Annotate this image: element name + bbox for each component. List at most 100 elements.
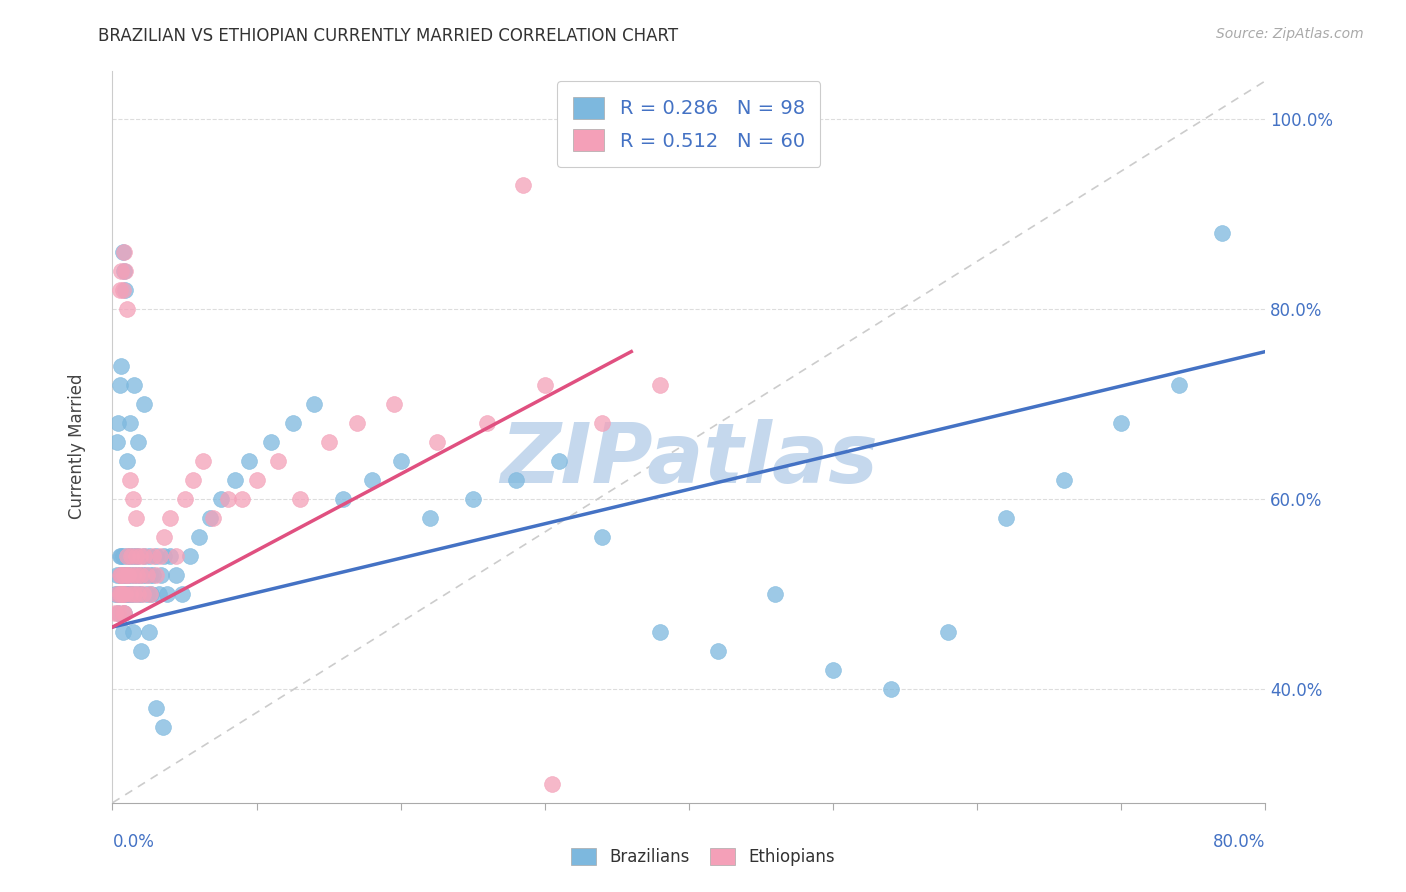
Point [149, 549, 172, 563]
Point [127, 587, 149, 601]
Point [707, 644, 730, 658]
Point [426, 434, 449, 449]
Point [108, 567, 131, 582]
Point [145, 567, 167, 582]
Point [145, 701, 167, 715]
Point [108, 587, 131, 601]
Point [129, 587, 153, 601]
Point [129, 567, 153, 582]
Point [193, 454, 215, 468]
Point [124, 511, 146, 525]
Point [111, 567, 134, 582]
Point [118, 587, 141, 601]
Point [138, 624, 160, 639]
Point [936, 624, 959, 639]
Point [224, 473, 246, 487]
Point [246, 473, 269, 487]
Point [260, 434, 283, 449]
Point [118, 473, 141, 487]
Point [159, 549, 181, 563]
Point [112, 606, 135, 620]
Point [142, 549, 165, 563]
Point [138, 549, 160, 563]
Point [115, 549, 138, 563]
Point [153, 530, 176, 544]
Point [139, 567, 162, 582]
Point [115, 549, 138, 563]
Point [111, 244, 134, 259]
Point [360, 473, 382, 487]
Point [188, 530, 211, 544]
Point [1211, 226, 1233, 240]
Point [120, 567, 142, 582]
Point [332, 491, 354, 506]
Point [111, 606, 134, 620]
Point [650, 624, 672, 639]
Point [117, 567, 139, 582]
Point [110, 549, 132, 563]
Point [112, 244, 135, 259]
Point [156, 587, 179, 601]
Point [121, 491, 143, 506]
Point [111, 283, 134, 297]
Point [202, 511, 225, 525]
Point [217, 491, 239, 506]
Text: Currently Married: Currently Married [69, 373, 86, 519]
Point [132, 587, 155, 601]
Point [1111, 416, 1133, 430]
Point [346, 416, 368, 430]
Point [105, 587, 128, 601]
Point [115, 587, 138, 601]
Point [110, 587, 132, 601]
Point [288, 491, 311, 506]
Point [110, 567, 132, 582]
Point [112, 587, 135, 601]
Point [115, 301, 138, 316]
Point [592, 530, 614, 544]
Point [110, 264, 132, 278]
Point [120, 587, 142, 601]
Text: 80.0%: 80.0% [1213, 833, 1265, 851]
Point [112, 264, 135, 278]
Point [152, 720, 174, 734]
Point [170, 587, 193, 601]
Point [127, 434, 149, 449]
Point [1167, 377, 1189, 392]
Point [105, 434, 128, 449]
Point [209, 491, 232, 506]
Point [173, 491, 195, 506]
Text: BRAZILIAN VS ETHIOPIAN CURRENTLY MARRIED CORRELATION CHART: BRAZILIAN VS ETHIOPIAN CURRENTLY MARRIED… [98, 27, 679, 45]
Point [135, 567, 157, 582]
Point [111, 587, 134, 601]
Point [139, 587, 162, 601]
Point [541, 777, 564, 791]
Point [118, 416, 141, 430]
Point [238, 454, 260, 468]
Point [134, 397, 156, 411]
Point [304, 397, 326, 411]
Point [505, 473, 527, 487]
Point [267, 454, 290, 468]
Point [114, 567, 136, 582]
Point [107, 587, 129, 601]
Point [124, 549, 146, 563]
Point [765, 587, 787, 601]
Point [108, 549, 131, 563]
Point [136, 567, 159, 582]
Point [461, 491, 484, 506]
Point [114, 587, 136, 601]
Point [419, 511, 441, 525]
Point [118, 587, 141, 601]
Point [159, 511, 181, 525]
Point [134, 549, 156, 563]
Point [136, 587, 159, 601]
Point [134, 549, 156, 563]
Point [124, 549, 146, 563]
Point [132, 567, 155, 582]
Point [382, 397, 405, 411]
Point [104, 606, 127, 620]
Point [110, 359, 132, 373]
Legend: R = 0.286   N = 98, R = 0.512   N = 60: R = 0.286 N = 98, R = 0.512 N = 60 [558, 81, 820, 167]
Point [125, 567, 148, 582]
Point [650, 377, 672, 392]
